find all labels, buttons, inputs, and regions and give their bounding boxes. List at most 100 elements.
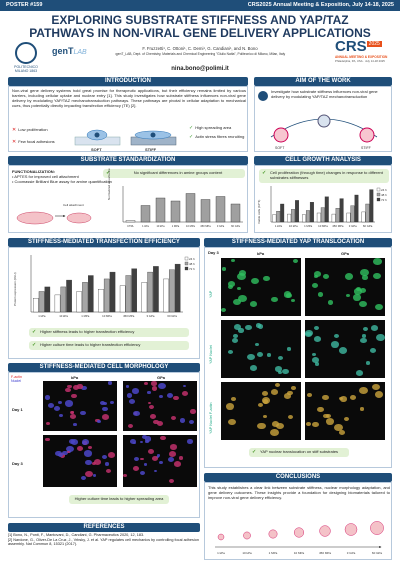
authors: F. Fruzzetti¹, C. Ottoni¹, C. Demi¹, G. … — [110, 46, 290, 56]
cell-spot — [349, 394, 356, 400]
morph-image — [43, 381, 117, 431]
cell-spot — [156, 420, 164, 426]
tick-label: 1 MPa — [172, 224, 180, 228]
cell-spot — [182, 384, 187, 388]
reference-item: [2] Nardone, G., Oliver-De La Cruz, J., … — [8, 537, 199, 547]
cell-spot — [225, 403, 235, 410]
tick-label: 1 MPa — [304, 224, 313, 228]
gentlab-logo: genTLAB — [52, 46, 87, 56]
cell-spot — [170, 415, 177, 421]
tick-label: CTRL — [127, 224, 134, 228]
legend-nuclei: Nuclei — [11, 379, 21, 384]
tick-label: 1 kPa — [38, 314, 46, 318]
bar — [140, 205, 151, 223]
cell-spot — [362, 275, 368, 280]
legend-label: 24 h — [381, 188, 387, 192]
spreading-area-label: ✓ High spreading area — [189, 125, 232, 131]
tick-label: 10 MPa — [318, 224, 328, 228]
cell-spot — [85, 471, 93, 478]
yap-panel: Day 3 kPa GPa YAP YAP Nuclei YAP Nuclei … — [204, 247, 392, 468]
references-list: [1] Bono, N., Ponti, F., Mantovani, D., … — [8, 533, 200, 547]
bar — [276, 211, 281, 223]
cell-spot — [249, 300, 257, 307]
cell-spot — [237, 286, 242, 291]
few-adhesions-label: ✕ Few focal adhesions — [12, 139, 55, 145]
intro-panel: Non-viral gene delivery systems hold gre… — [8, 86, 248, 152]
cell-spot — [140, 470, 146, 475]
cell-spot — [170, 444, 178, 450]
legend-factin: F-actin — [11, 375, 22, 379]
cell-spot — [311, 283, 319, 289]
cell-spot — [373, 258, 382, 265]
cell-spot — [110, 400, 114, 404]
cell-spot — [330, 340, 340, 348]
yap-pill: ✓ YAP nuclear translocation on stiff subs… — [249, 448, 349, 457]
cell-spot — [312, 421, 319, 428]
cell-spot — [275, 366, 282, 372]
cell-spot — [174, 461, 182, 467]
standard-ylabel: Normalized absorbance — [107, 168, 111, 200]
cell-spot — [53, 405, 61, 411]
cell-spot — [281, 368, 289, 375]
cell-spot — [158, 461, 163, 465]
bar — [54, 294, 61, 313]
cell-glyph — [319, 525, 331, 537]
transfection-chart: 24 h48 h72 h 1 kPa 10 kPa 1 MPa 10 MPa 450 MP… — [30, 255, 195, 318]
bar — [346, 212, 351, 223]
legend-swatch — [184, 266, 189, 271]
morph-panel: F-actin Nuclei kPa GPa Day 1 Day 3 Highe… — [8, 372, 200, 518]
bar — [109, 271, 116, 313]
cell-spot — [81, 386, 87, 391]
cross-icon: ✕ — [12, 127, 17, 133]
cell-spot — [123, 473, 128, 477]
cell-spot — [334, 424, 343, 431]
tick-label: 3 GPa — [146, 314, 154, 318]
cell-spot — [326, 417, 335, 425]
cell-spot — [97, 420, 101, 424]
cell-spot — [359, 268, 369, 276]
cell-spot — [143, 382, 148, 386]
yap-image — [305, 320, 385, 378]
cell-spot — [44, 437, 50, 442]
growth-heading: CELL GROWTH ANALYSIS — [254, 156, 392, 165]
cell-spot — [231, 338, 238, 344]
bar — [174, 263, 181, 313]
check-icon: ✓ — [189, 134, 194, 140]
cell-glyph — [370, 521, 384, 535]
bar — [215, 196, 226, 223]
tick-label: 10 MPa — [186, 224, 195, 228]
cell-spot — [275, 422, 284, 430]
legend-swatch — [376, 197, 381, 202]
cell-spot — [290, 298, 295, 303]
cell-spot — [230, 258, 236, 263]
tick-label: 3 GPa — [217, 224, 225, 228]
soft-stiff-illustration: SOFT STIFF — [74, 129, 177, 152]
cell-spot — [59, 413, 64, 418]
cell-spot — [77, 384, 83, 389]
bar — [331, 213, 336, 223]
cell-spot — [76, 445, 84, 451]
cell-spot — [129, 439, 136, 444]
aim-heading: AIM OF THE WORK — [254, 77, 392, 86]
cell-spot — [313, 270, 321, 277]
bar — [369, 189, 374, 223]
cell-spot — [369, 348, 377, 354]
contact-email[interactable]: nina.bono@polimi.it — [171, 66, 229, 72]
cell-spot — [69, 411, 74, 415]
axis-label: 1 MPa — [269, 551, 278, 555]
axis-label: 450 MPa — [319, 551, 331, 555]
crs-logo: CRS 2025 ANNUAL MEETING & EXPOSITION Phil… — [335, 38, 395, 63]
cell-spot — [286, 347, 292, 351]
cell-spot — [272, 421, 280, 428]
cell-spot — [361, 334, 366, 338]
yap-image — [221, 258, 301, 316]
cell-spot — [314, 274, 319, 278]
bar — [361, 211, 366, 223]
cell-spot — [365, 361, 371, 365]
cell-spot — [188, 419, 195, 425]
cell-spot — [359, 386, 369, 394]
tick-label: 10 MPa — [102, 314, 112, 318]
cell-spot — [148, 404, 154, 409]
cell-spot — [323, 413, 330, 419]
bar — [170, 200, 181, 223]
